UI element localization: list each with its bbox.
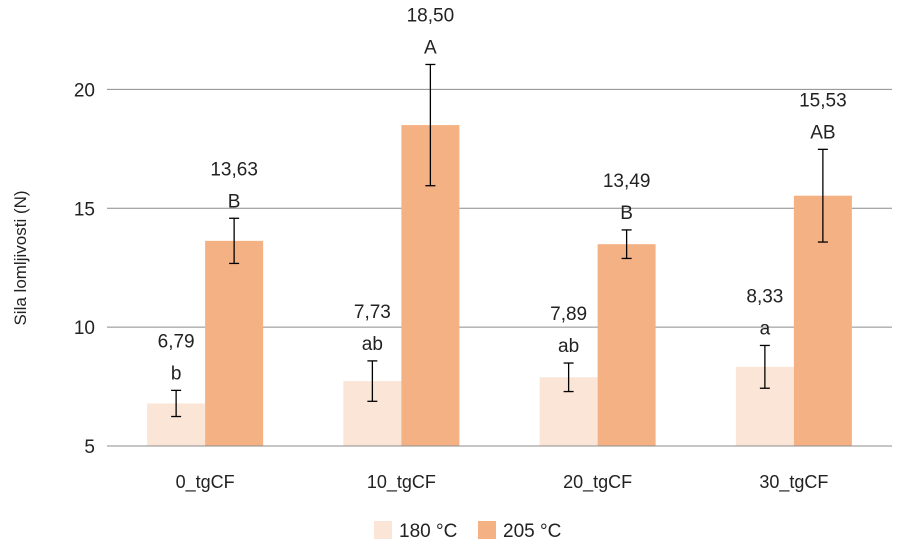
data-labels: b 6,79 B 13,63 ab 7,73 A 18,50 ab 7,89 B 13,49 a 8,33… [158,5,847,384]
data-label: 7,89 [550,304,587,325]
data-label: 15,53 [799,90,847,111]
bar [597,244,656,446]
y-tick-label: 10 [74,318,95,339]
significance-letter: ab [558,336,579,357]
bars [147,125,852,446]
x-tick-label: 0_tgCF [176,472,235,493]
legend-swatch [374,521,392,539]
data-label: 7,73 [354,302,391,323]
significance-letter: a [760,318,771,339]
data-label: 18,50 [407,5,455,26]
y-axis-ticks: 5 10 15 20 [74,80,95,458]
x-tick-label: 30_tgCF [759,472,828,493]
significance-letter: AB [810,122,835,143]
y-axis-label: Sila lomljivosti (N) [11,190,30,325]
significance-letter: B [228,191,241,212]
significance-letter: b [171,363,182,384]
y-tick-label: 20 [74,80,95,101]
legend-label: 205 °C [503,521,561,542]
x-tick-label: 20_tgCF [563,472,632,493]
data-label: 13,63 [210,159,258,180]
x-axis-ticks: 0_tgCF 10_tgCF 20_tgCF 30_tgCF [176,472,829,493]
legend: 180 °C 205 °C [374,521,561,542]
significance-letter: A [424,37,437,58]
data-label: 13,49 [603,171,651,192]
legend-swatch [478,521,496,539]
legend-label: 180 °C [399,521,457,542]
data-label: 8,33 [746,286,783,307]
significance-letter: B [620,203,633,224]
y-tick-label: 15 [74,199,95,220]
significance-letter: ab [362,334,383,355]
error-bars [171,63,828,418]
x-tick-label: 10_tgCF [367,472,436,493]
y-tick-label: 5 [84,437,95,458]
bar [205,240,264,446]
data-label: 6,79 [158,331,195,352]
